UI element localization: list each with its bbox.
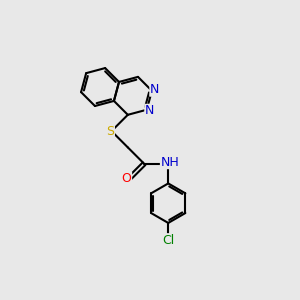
- Text: Cl: Cl: [162, 234, 174, 247]
- Text: O: O: [122, 172, 131, 185]
- Text: N: N: [145, 104, 154, 117]
- Text: S: S: [106, 124, 114, 138]
- Text: NH: NH: [160, 156, 179, 169]
- Text: N: N: [150, 83, 159, 96]
